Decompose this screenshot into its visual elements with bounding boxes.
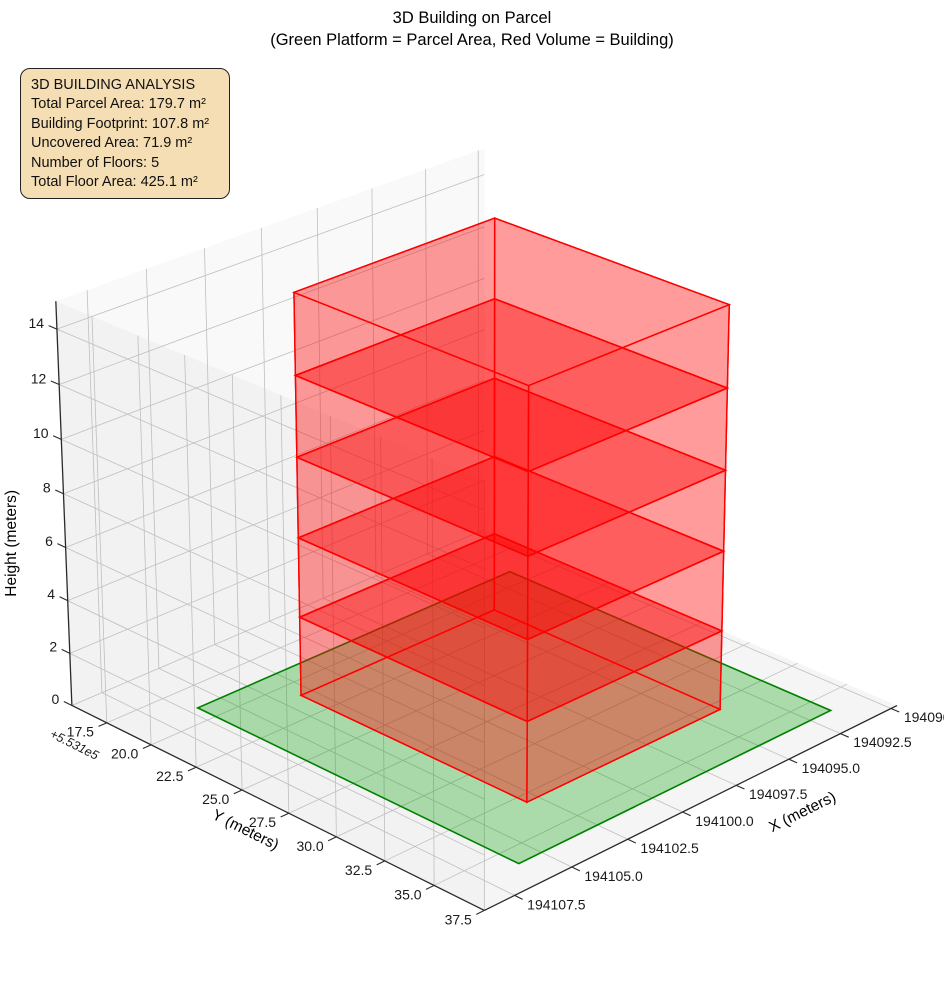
svg-text:6: 6 bbox=[45, 533, 53, 549]
svg-text:0: 0 bbox=[52, 691, 60, 707]
svg-text:194100.0: 194100.0 bbox=[695, 813, 754, 829]
svg-text:194102.5: 194102.5 bbox=[640, 840, 699, 856]
svg-text:32.5: 32.5 bbox=[345, 862, 372, 878]
svg-text:20.0: 20.0 bbox=[111, 745, 138, 761]
svg-text:30.0: 30.0 bbox=[296, 838, 323, 854]
svg-text:37.5: 37.5 bbox=[445, 912, 472, 928]
svg-text:25.0: 25.0 bbox=[202, 791, 229, 807]
svg-text:22.5: 22.5 bbox=[156, 768, 183, 784]
svg-text:10: 10 bbox=[33, 425, 49, 441]
svg-text:Height (meters): Height (meters) bbox=[3, 490, 20, 597]
svg-text:194097.5: 194097.5 bbox=[749, 786, 808, 802]
svg-text:14: 14 bbox=[28, 315, 44, 331]
svg-text:4: 4 bbox=[47, 586, 55, 602]
svg-text:35.0: 35.0 bbox=[394, 887, 421, 903]
svg-text:194107.5: 194107.5 bbox=[527, 897, 586, 913]
svg-text:194092.5: 194092.5 bbox=[853, 734, 912, 750]
svg-text:194090.0: 194090.0 bbox=[904, 709, 944, 725]
svg-text:194095.0: 194095.0 bbox=[802, 760, 861, 776]
svg-text:12: 12 bbox=[31, 370, 47, 386]
svg-text:8: 8 bbox=[43, 479, 51, 495]
svg-text:2: 2 bbox=[49, 639, 57, 655]
svg-text:194105.0: 194105.0 bbox=[584, 868, 643, 884]
